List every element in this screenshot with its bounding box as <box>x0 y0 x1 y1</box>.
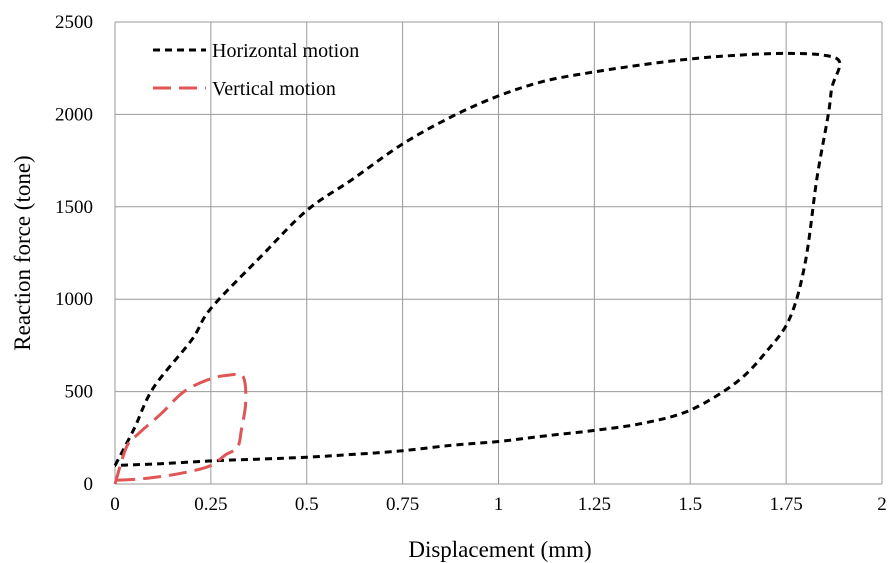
y-tick-label: 0 <box>84 474 94 495</box>
x-tick-label: 1.25 <box>578 494 611 515</box>
y-tick-label: 2500 <box>55 12 93 33</box>
y-tick-label: 1500 <box>55 197 93 218</box>
y-tick-label: 2000 <box>55 104 93 125</box>
tick-labels: 0 0.25 0.5 0.75 1 1.25 1.5 1.75 2 0 500 1000 1500 200… <box>55 12 887 515</box>
legend-label-vertical-motion: Vertical motion <box>212 78 336 100</box>
x-tick-label: 0 <box>110 494 120 515</box>
plot-series <box>113 51 842 485</box>
y-axis-title: Reaction force (tone) <box>10 155 35 350</box>
y-tick-label: 500 <box>65 382 94 403</box>
x-tick-label: 1.5 <box>678 494 702 515</box>
x-tick-label: 1.75 <box>770 494 803 515</box>
x-tick-label: 0.75 <box>386 494 419 515</box>
x-tick-label: 1 <box>494 494 504 515</box>
legend-label-horizontal-motion: Horizontal motion <box>212 40 359 62</box>
legend: Horizontal motion Vertical motion <box>153 40 359 100</box>
series-line-horizontal-motion <box>113 51 842 467</box>
series-line-vertical-motion <box>113 372 248 485</box>
axes <box>114 22 882 485</box>
x-axis-title: Displacement (mm) <box>408 537 591 562</box>
x-tick-label: 0.5 <box>295 494 319 515</box>
x-tick-label: 0.25 <box>194 494 227 515</box>
x-tick-label: 2 <box>877 494 887 515</box>
y-tick-label: 1000 <box>55 289 93 310</box>
